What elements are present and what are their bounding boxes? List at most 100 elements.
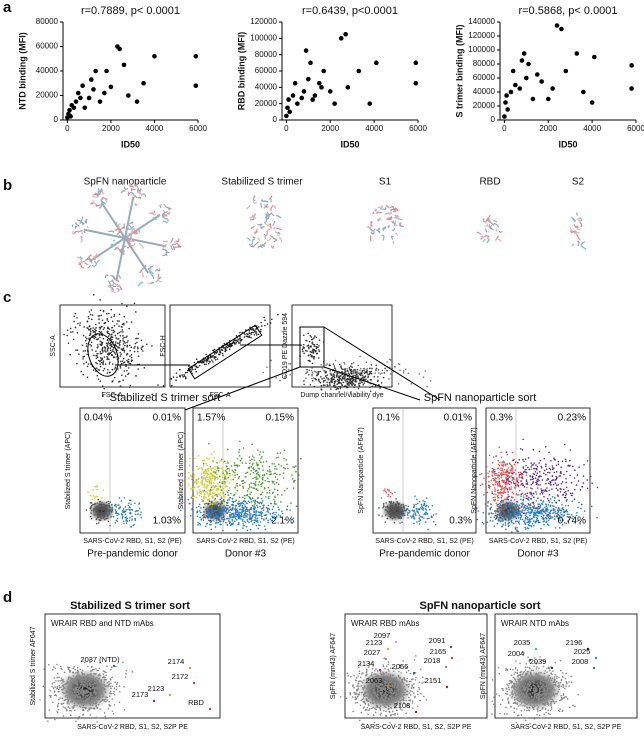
event (329, 382, 331, 384)
event (102, 309, 105, 312)
point (321, 68, 326, 74)
event (557, 463, 560, 466)
event (267, 519, 269, 522)
event (489, 507, 492, 510)
event (405, 368, 407, 370)
panel-label: b (3, 177, 12, 194)
ribbon (480, 235, 484, 239)
event (555, 471, 558, 473)
event (534, 521, 537, 523)
ribbon (398, 222, 404, 228)
event (392, 502, 394, 505)
ribbon (369, 235, 372, 242)
event (260, 493, 263, 495)
event (563, 473, 565, 476)
event (205, 470, 207, 472)
event (221, 476, 224, 479)
event (537, 484, 539, 486)
event (206, 511, 209, 514)
event (122, 338, 124, 340)
event (122, 357, 125, 360)
event (99, 309, 102, 312)
event (121, 326, 123, 328)
event (231, 516, 234, 518)
event (496, 491, 499, 494)
event (209, 489, 212, 491)
event (505, 507, 508, 509)
event (72, 338, 75, 341)
ribbon (107, 285, 111, 288)
event (221, 503, 224, 506)
event (295, 471, 297, 473)
event (214, 526, 217, 528)
event (197, 522, 199, 524)
event (385, 491, 388, 494)
event (532, 472, 535, 475)
event (486, 505, 489, 507)
event (216, 495, 219, 498)
event (130, 356, 133, 359)
event (83, 326, 85, 328)
event (56, 676, 59, 679)
point (141, 80, 146, 86)
event (220, 497, 223, 499)
event (488, 512, 490, 514)
event (222, 472, 224, 474)
ribbon (154, 268, 159, 272)
event (354, 383, 356, 386)
event (226, 499, 229, 502)
event (339, 363, 341, 366)
event (206, 484, 208, 486)
event (483, 494, 485, 496)
ribbon (395, 232, 399, 237)
event (108, 505, 111, 507)
event (107, 341, 110, 343)
event (130, 360, 133, 363)
event (112, 331, 115, 334)
event (525, 480, 528, 483)
event (271, 318, 273, 321)
event (596, 516, 598, 519)
y-tick-label: 140000 (468, 17, 495, 26)
gate (187, 324, 263, 380)
event (501, 485, 504, 488)
event (141, 350, 144, 352)
event (253, 510, 255, 512)
event (105, 351, 107, 353)
event (104, 348, 106, 350)
event (371, 385, 373, 388)
ribbon (80, 237, 83, 243)
event (94, 328, 96, 330)
ribbon (574, 232, 580, 235)
event (399, 369, 401, 371)
event (129, 506, 131, 509)
event (336, 383, 338, 386)
ribbon (137, 196, 142, 200)
event (222, 480, 224, 483)
ribbon (128, 191, 135, 195)
event (60, 677, 63, 679)
event (252, 467, 255, 469)
event (324, 384, 326, 386)
event (93, 337, 96, 340)
event (100, 352, 103, 355)
event (567, 504, 570, 507)
chart-title: r=0.5868, p< 0.0001 (518, 5, 617, 17)
event (229, 346, 231, 348)
ribbon (138, 270, 143, 274)
ribbon (134, 184, 140, 191)
event (347, 372, 350, 374)
event (268, 473, 271, 476)
event (246, 502, 248, 505)
event (396, 512, 399, 515)
event (534, 467, 536, 470)
event (315, 347, 318, 349)
event (388, 506, 391, 509)
event (548, 451, 550, 454)
event (377, 376, 379, 378)
point (121, 62, 127, 68)
event (87, 315, 90, 318)
event (76, 349, 79, 352)
event (355, 372, 358, 374)
event (348, 384, 350, 387)
